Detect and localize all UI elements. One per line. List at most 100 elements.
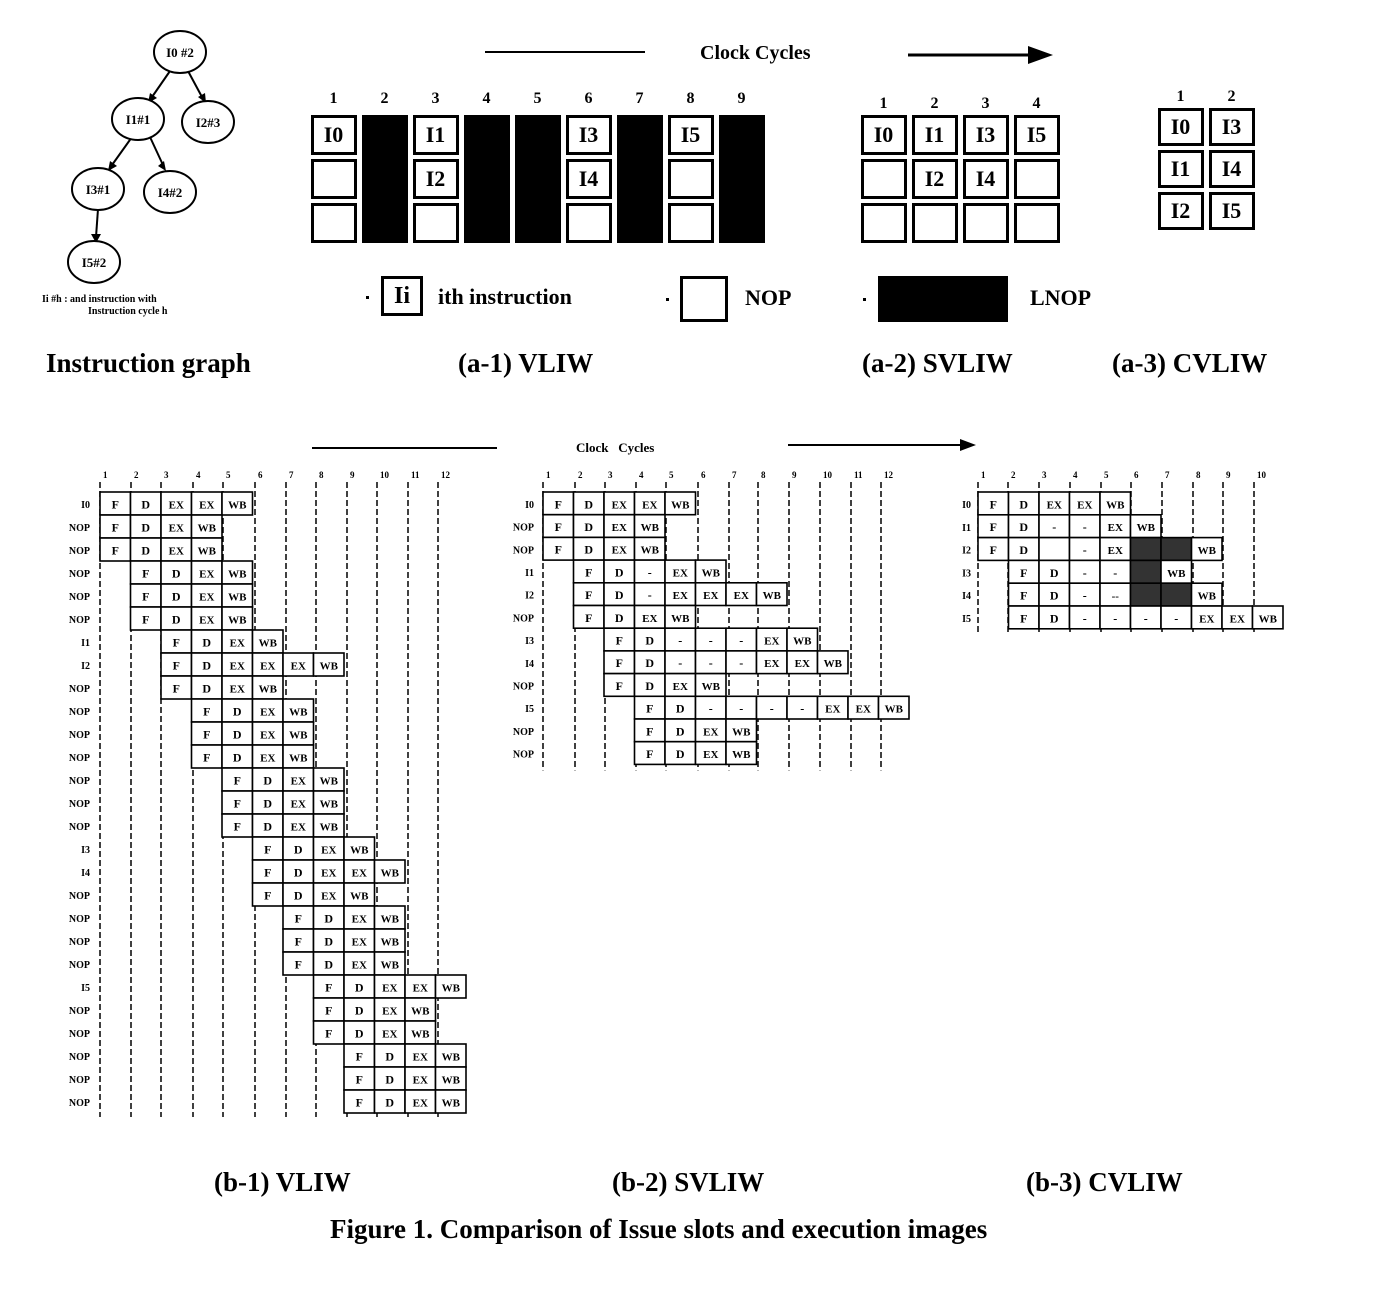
b1-stage-wb: WB xyxy=(381,960,400,972)
b1-stage-d: D xyxy=(324,935,333,949)
b1-stage-d: D xyxy=(233,705,242,719)
graph-node-i1-label: I1#1 xyxy=(126,112,151,127)
b2-stage-wb: WB xyxy=(702,567,721,579)
a1-cycle-3: 3 xyxy=(431,90,440,107)
b1-stage-wb: WB xyxy=(411,1006,430,1018)
b3-stage-stall: - xyxy=(1083,543,1087,557)
b2-stage-cell xyxy=(877,695,910,720)
b1-stage-wb: WB xyxy=(442,1052,461,1064)
a2-nop-slot xyxy=(1013,159,1060,199)
b2-stage-ex: EX xyxy=(856,704,871,716)
b1-row-label: I4 xyxy=(81,868,90,879)
b1-stage-d: D xyxy=(263,774,272,788)
caption-instruction-graph: Instruction graph xyxy=(46,348,251,378)
b2-stage-ex: EX xyxy=(673,681,688,693)
b2-stage-f: F xyxy=(585,588,592,602)
legend-bullet-2 xyxy=(666,298,669,301)
b2-stage-f: F xyxy=(646,724,653,738)
a3-cycle-1: 1 xyxy=(1176,88,1185,105)
b1-stage-ex: EX xyxy=(321,868,336,880)
a1-cycle-7: 7 xyxy=(635,90,644,107)
b1-stage-ex: EX xyxy=(291,799,306,811)
b2-stage-f: F xyxy=(616,679,623,693)
b1-stage-ex: EX xyxy=(199,569,214,581)
b1-stage-wb: WB xyxy=(289,730,308,742)
b1-row-label: NOP xyxy=(69,592,90,603)
b2-stage-d: D xyxy=(676,724,685,738)
b3-stage-f: F xyxy=(1020,566,1027,580)
b1-stage-ex: EX xyxy=(382,983,397,995)
b1-stage-d: D xyxy=(172,613,181,627)
b1-stage-d: D xyxy=(294,889,303,903)
b1-row-label: I0 xyxy=(81,500,90,511)
caption-a1: (a-1) VLIW xyxy=(458,348,594,378)
b1-stage-cell xyxy=(434,1089,467,1114)
b1-row-label: I5 xyxy=(81,983,90,994)
b2-stage-cell xyxy=(816,650,849,675)
b2-stage-stall: - xyxy=(739,702,743,716)
b3-stage-cell xyxy=(1038,536,1071,562)
b1-row-label: NOP xyxy=(69,937,90,948)
b1-stage-ex: EX xyxy=(199,500,214,512)
b1-stage-f: F xyxy=(295,935,302,949)
a1-lnop-column xyxy=(361,115,408,243)
b2-stage-wb: WB xyxy=(763,590,782,602)
b3-stage-ex: EX xyxy=(1230,613,1245,625)
figure-caption: Figure 1. Comparison of Issue slots and … xyxy=(330,1214,988,1244)
b1-stage-ex: EX xyxy=(382,1006,397,1018)
b2-stage-ex: EX xyxy=(795,658,810,670)
b2-tick-11: 11 xyxy=(854,470,863,480)
b1-stage-ex: EX xyxy=(169,523,184,535)
b1-tick-4: 4 xyxy=(196,470,201,480)
b2-stage-f: F xyxy=(646,747,653,761)
a1-cycle-4: 4 xyxy=(482,90,491,107)
b1-row-label: I2 xyxy=(81,661,90,672)
b1-stage-ex: EX xyxy=(382,1029,397,1041)
b2-stage-wb: WB xyxy=(824,658,843,670)
legend-lnop-text: LNOP xyxy=(1030,285,1092,310)
b1-stage-d: D xyxy=(263,797,272,811)
b2-stage-f: F xyxy=(585,565,592,579)
caption-b3: (b-3) CVLIW xyxy=(1026,1167,1183,1197)
b3-stage-stall: - xyxy=(1083,566,1087,580)
b1-row-label: NOP xyxy=(69,1006,90,1017)
b3-stage-stall: - xyxy=(1144,611,1148,625)
b1-stage-ex: EX xyxy=(352,914,367,926)
b1-stage-d: D xyxy=(355,1027,364,1041)
b3-stage-cell xyxy=(1160,536,1193,562)
b3-stage-wb: WB xyxy=(1106,499,1125,511)
b3-stage-f: F xyxy=(990,543,997,557)
legend-nop-box xyxy=(680,276,728,322)
b1-stage-d: D xyxy=(324,912,333,926)
legend-bullet-3 xyxy=(863,298,866,301)
b2-stage-f: F xyxy=(616,634,623,648)
b1-stage-d: D xyxy=(385,1073,394,1087)
clock-axis-arrow xyxy=(908,46,1053,64)
b3-stage-cell xyxy=(1129,559,1162,585)
b1-stage-f: F xyxy=(173,682,180,696)
b1-row-label: I3 xyxy=(81,845,90,856)
graph-node-i4 xyxy=(143,170,197,214)
b2-stage-stall: - xyxy=(709,656,713,670)
b3-stage-cell xyxy=(1129,536,1162,562)
b1-stage-ex: EX xyxy=(413,1098,428,1110)
caption-a2: (a-2) SVLIW xyxy=(862,348,1013,378)
b1-stage-d: D xyxy=(172,567,181,581)
b2-stage-f: F xyxy=(585,611,592,625)
instruction-graph: I0 #2 I1#1 I2#3 I3#1 I4#2 I5#2 xyxy=(67,30,235,284)
b1-stage-ex: EX xyxy=(230,638,245,650)
b1-row-label: I1 xyxy=(81,638,90,649)
b2-tick-3: 3 xyxy=(608,470,613,480)
b3-stage-stall: - xyxy=(1113,566,1117,580)
b2-row-label: NOP xyxy=(513,545,534,556)
b2-stage-stall: - xyxy=(709,702,713,716)
b1-stage-ex: EX xyxy=(260,753,275,765)
a3-slot-i1: I1 xyxy=(1157,150,1204,188)
b3-stage-wb: WB xyxy=(1198,545,1217,557)
b3-stage-cell xyxy=(1160,582,1193,607)
b1-row-label: NOP xyxy=(69,730,90,741)
b1-stage-d: D xyxy=(385,1096,394,1110)
b1-row-label: NOP xyxy=(69,1075,90,1086)
b1-stage-wb: WB xyxy=(228,615,247,627)
